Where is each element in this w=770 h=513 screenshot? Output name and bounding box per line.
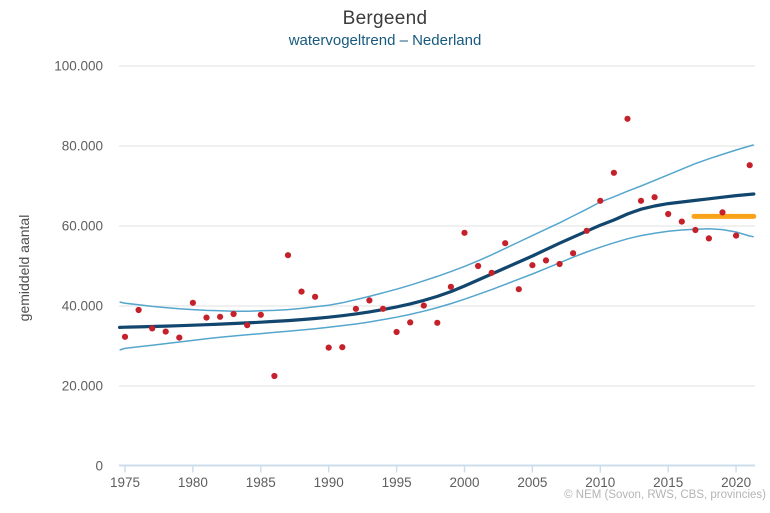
data-point[interactable] [379, 305, 387, 312]
data-point[interactable] [135, 306, 142, 314]
data-point[interactable] [542, 257, 550, 264]
data-point[interactable] [257, 311, 264, 318]
data-point[interactable] [393, 328, 400, 336]
y-tick-label: 80.000 [62, 139, 103, 154]
data-point[interactable] [637, 197, 645, 204]
data-point[interactable] [692, 226, 699, 234]
x-tick-label: 2010 [585, 475, 615, 490]
data-point[interactable] [515, 286, 522, 293]
data-point[interactable] [121, 333, 129, 340]
data-point[interactable] [434, 319, 441, 326]
trend-line [118, 192, 756, 329]
data-point[interactable] [217, 313, 224, 320]
y-tick-label: 40.000 [62, 299, 103, 314]
data-point[interactable] [475, 262, 482, 270]
x-tick-label: 1990 [314, 475, 344, 490]
data-point[interactable] [746, 162, 753, 169]
data-point[interactable] [733, 232, 740, 239]
data-point[interactable] [597, 197, 604, 204]
chart-title: Bergeend [342, 8, 428, 29]
data-point[interactable] [461, 229, 468, 236]
x-tick-label: 1995 [382, 475, 412, 490]
data-point[interactable] [366, 297, 373, 304]
x-tick-label: 1980 [178, 475, 208, 490]
x-tick-label: 1975 [110, 475, 140, 490]
data-point[interactable] [678, 218, 685, 225]
data-point[interactable] [447, 283, 454, 290]
confidence-band-lower [119, 228, 754, 351]
data-point[interactable] [189, 299, 196, 306]
data-point[interactable] [162, 328, 169, 335]
data-point[interactable] [325, 344, 332, 351]
copyright-note: © NEM (Sovon, RWS, CBS, provincies) [564, 489, 766, 501]
data-point[interactable] [339, 344, 346, 351]
data-point[interactable] [570, 250, 577, 257]
data-point[interactable] [407, 319, 414, 326]
data-point[interactable] [488, 269, 495, 276]
data-point[interactable] [583, 227, 590, 234]
data-point[interactable] [529, 262, 536, 269]
data-point[interactable] [352, 305, 359, 312]
data-point[interactable] [556, 260, 563, 268]
data-point[interactable] [420, 302, 427, 309]
data-point[interactable] [651, 194, 658, 201]
y-tick-label: 0 [95, 459, 103, 474]
data-point[interactable] [298, 288, 305, 295]
y-tick-label: 100.000 [54, 59, 103, 74]
data-point[interactable] [149, 325, 156, 332]
data-point[interactable] [203, 314, 210, 321]
x-tick-label: 2005 [517, 475, 547, 490]
data-point[interactable] [312, 293, 319, 300]
data-point[interactable] [665, 210, 672, 218]
y-tick-label: 20.000 [62, 379, 103, 394]
chart-subtitle: watervogeltrend – Nederland [288, 32, 482, 49]
x-tick-label: 1985 [246, 475, 276, 490]
data-point[interactable] [705, 235, 713, 242]
data-point[interactable] [610, 169, 618, 176]
data-point[interactable] [502, 240, 509, 247]
y-tick-label: 60.000 [62, 219, 103, 234]
x-tick-label: 2000 [449, 475, 479, 490]
data-point[interactable] [284, 252, 292, 259]
data-point[interactable] [176, 334, 183, 341]
data-point[interactable] [624, 115, 631, 122]
x-tick-label: 2015 [653, 475, 683, 490]
data-point[interactable] [244, 322, 251, 329]
confidence-band-upper [119, 144, 755, 312]
data-point[interactable] [271, 372, 278, 380]
data-point[interactable] [719, 209, 726, 216]
data-point[interactable] [230, 310, 237, 318]
x-tick-label: 2020 [721, 475, 751, 490]
